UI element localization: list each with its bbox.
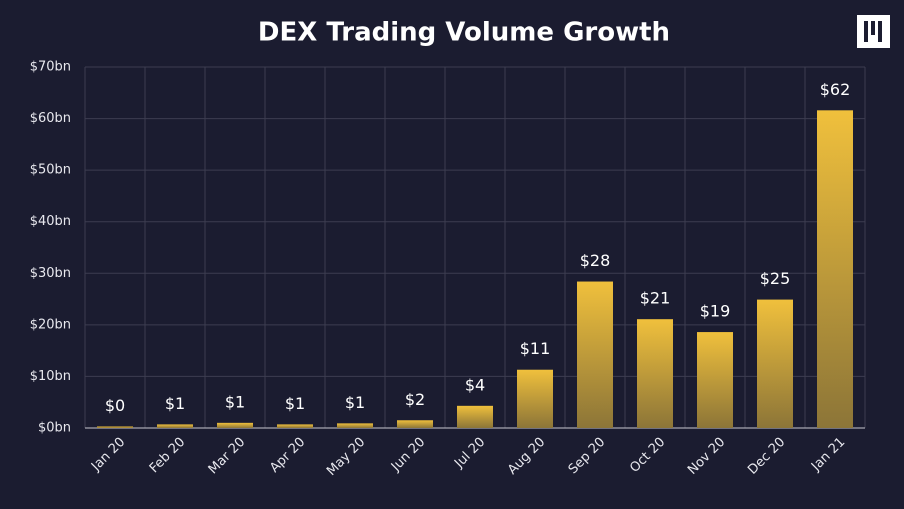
data-label: $1 [225, 392, 245, 411]
bar [337, 423, 373, 428]
data-label: $4 [465, 375, 485, 394]
data-label: $19 [700, 302, 731, 321]
data-label: $28 [580, 251, 611, 270]
data-label: $1 [285, 394, 305, 413]
data-label: $21 [640, 289, 671, 308]
bar [697, 332, 733, 428]
data-label: $0 [105, 396, 125, 415]
y-tick-label: $40bn [30, 214, 71, 229]
y-tick-label: $30bn [30, 266, 71, 281]
logo [857, 15, 890, 48]
y-tick-label: $10bn [30, 369, 71, 384]
data-label: $11 [520, 339, 551, 358]
y-tick-label: $20bn [30, 317, 71, 332]
data-label: $62 [820, 80, 851, 99]
bar [97, 426, 133, 428]
y-tick-label: $70bn [30, 60, 71, 75]
bar [757, 299, 793, 428]
bar [457, 405, 493, 428]
data-label: $25 [760, 269, 791, 288]
y-tick-label: $60bn [30, 111, 71, 126]
bar [637, 319, 673, 428]
bar [817, 110, 853, 428]
bar [397, 420, 433, 428]
bar [217, 422, 253, 428]
data-label: $1 [165, 394, 185, 413]
data-label: $2 [405, 390, 425, 409]
data-label: $1 [345, 393, 365, 412]
chart-title: DEX Trading Volume Growth [258, 18, 670, 48]
y-tick-label: $0bn [38, 421, 71, 436]
bar [157, 424, 193, 428]
bar [577, 281, 613, 428]
bar [277, 424, 313, 428]
bar [517, 369, 553, 428]
y-tick-label: $50bn [30, 163, 71, 178]
